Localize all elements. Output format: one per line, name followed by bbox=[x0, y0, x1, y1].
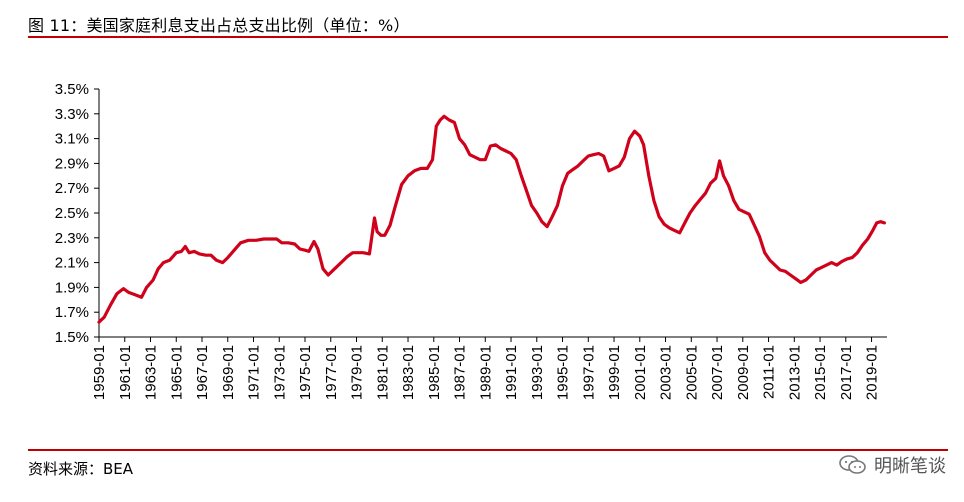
top-rule bbox=[28, 36, 948, 38]
y-tick-label: 2.1% bbox=[55, 255, 89, 272]
watermark: 明晰笔谈 bbox=[838, 452, 946, 478]
x-tick-label: 2015-01 bbox=[812, 345, 829, 400]
x-tick-label: 1969-01 bbox=[220, 345, 237, 400]
x-tick-label: 1999-01 bbox=[606, 345, 623, 400]
x-tick-label: 1959-01 bbox=[91, 345, 108, 400]
x-tick-label: 1963-01 bbox=[143, 345, 160, 400]
x-tick-label: 2009-01 bbox=[735, 345, 752, 400]
x-tick-label: 1979-01 bbox=[349, 345, 366, 400]
x-tick-label: 1993-01 bbox=[529, 345, 546, 400]
x-tick-label: 1965-01 bbox=[168, 345, 185, 400]
x-tick-label: 2019-01 bbox=[864, 345, 881, 400]
x-tick-label: 1975-01 bbox=[297, 345, 314, 400]
x-tick-label: 1985-01 bbox=[426, 345, 443, 400]
x-tick-label: 2013-01 bbox=[786, 345, 803, 400]
x-tick-label: 1987-01 bbox=[452, 345, 469, 400]
x-tick-label: 1981-01 bbox=[374, 345, 391, 400]
x-tick-label: 2007-01 bbox=[709, 345, 726, 400]
y-tick-label: 2.7% bbox=[55, 180, 89, 197]
y-tick-label: 3.5% bbox=[55, 81, 89, 98]
x-tick-label: 1977-01 bbox=[323, 345, 340, 400]
y-tick-label: 3.1% bbox=[55, 131, 89, 148]
watermark-text: 明晰笔谈 bbox=[874, 456, 946, 477]
series-layer bbox=[97, 114, 886, 324]
y-tick-label: 1.7% bbox=[55, 304, 89, 321]
chart-title: 图 11：美国家庭利息支出占总支出比例（单位：%） bbox=[28, 16, 410, 35]
x-tick-label: 2011-01 bbox=[761, 345, 778, 399]
y-tick-label: 1.9% bbox=[55, 279, 89, 296]
x-tick-label: 2001-01 bbox=[632, 345, 649, 400]
x-tick-label: 1991-01 bbox=[503, 345, 520, 400]
x-tick-label: 1961-01 bbox=[117, 345, 134, 400]
y-tick-label: 1.5% bbox=[55, 329, 89, 346]
y-tick-label: 2.3% bbox=[55, 230, 89, 247]
bottom-rule bbox=[28, 449, 948, 451]
x-tick-label: 1967-01 bbox=[194, 345, 211, 400]
x-tick-label: 2005-01 bbox=[683, 345, 700, 400]
y-tick-label: 2.9% bbox=[55, 155, 89, 172]
x-tick-label: 1997-01 bbox=[580, 345, 597, 400]
x-tick-label: 1995-01 bbox=[555, 345, 572, 400]
wechat-icon bbox=[839, 455, 866, 474]
x-axis: 1959-01 1961-01 1963-01 1965-01 1967-01 1969-… bbox=[91, 336, 887, 400]
x-tick-label: 1983-01 bbox=[400, 345, 417, 400]
x-tick-label: 1989-01 bbox=[477, 345, 494, 400]
series-line bbox=[97, 114, 886, 324]
y-axis: 1.5% 1.7% 1.9% 2.1% 2.3% 2.5% 2.7% 2.9% 3.1% 3.3%… bbox=[55, 81, 100, 346]
x-tick-label: 1973-01 bbox=[271, 345, 288, 400]
x-tick-label: 2017-01 bbox=[838, 345, 855, 400]
y-tick-label: 2.5% bbox=[55, 205, 89, 222]
x-tick-label: 2003-01 bbox=[658, 345, 675, 400]
y-tick-label: 3.3% bbox=[55, 106, 89, 123]
x-tick-label: 1971-01 bbox=[246, 345, 263, 400]
interest-expense-line-chart: 1.5% 1.7% 1.9% 2.1% 2.3% 2.5% 2.7% 2.9% 3.1% 3.3%… bbox=[55, 81, 887, 400]
source-note: 资料来源：BEA bbox=[28, 460, 134, 478]
